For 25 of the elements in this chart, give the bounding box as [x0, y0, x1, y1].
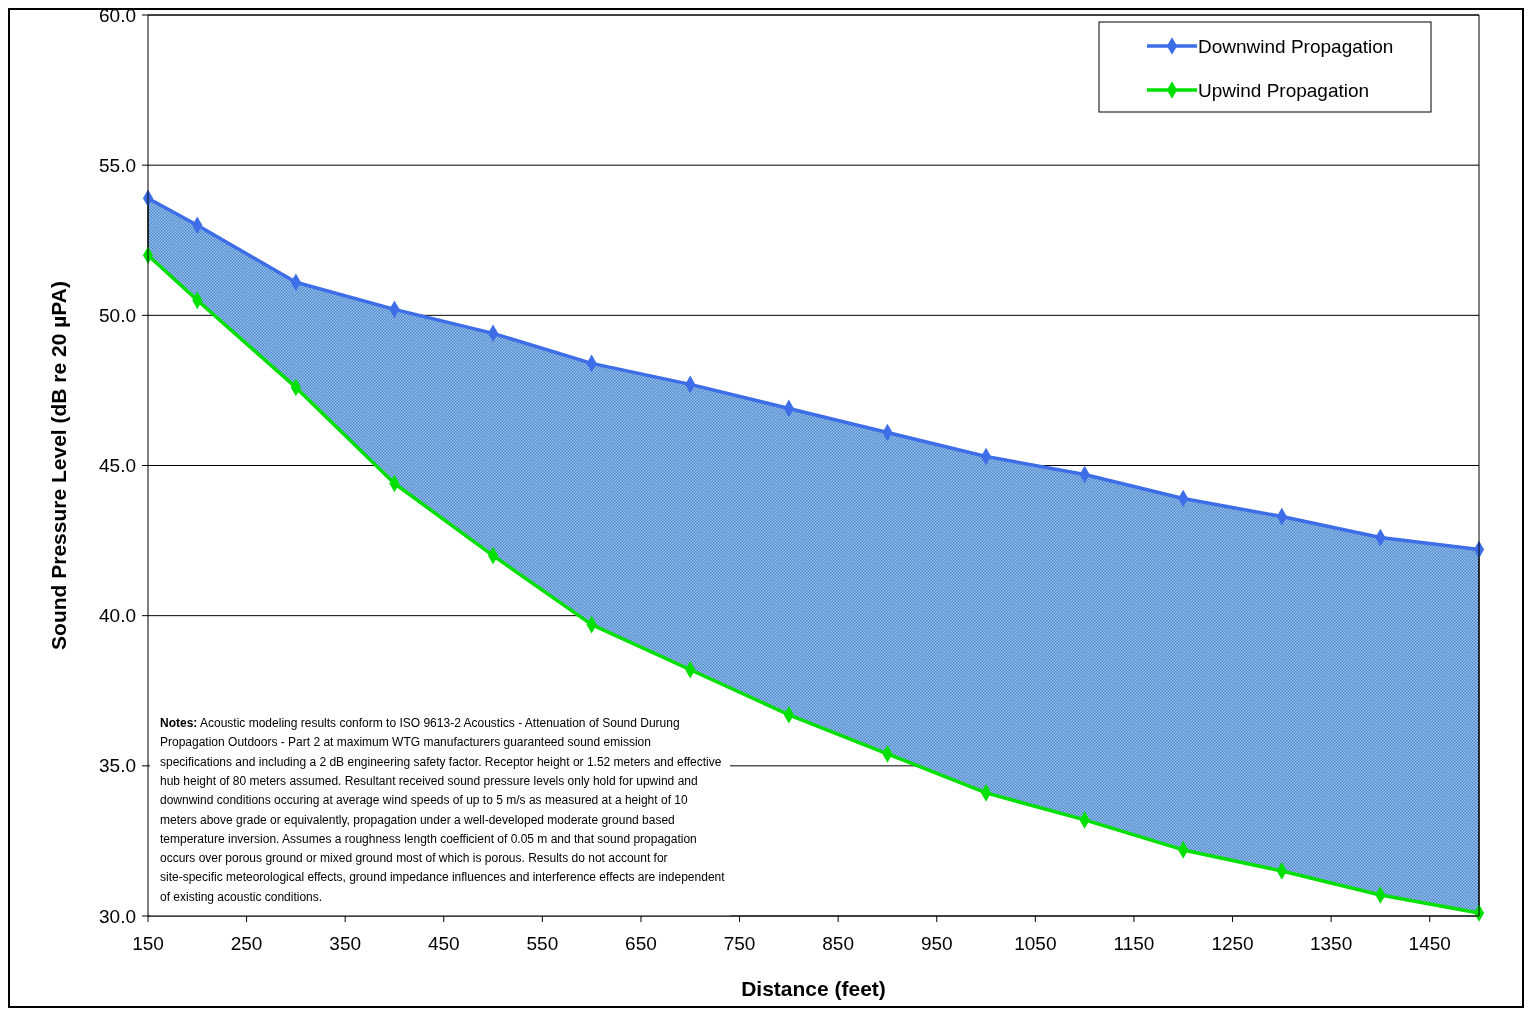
- y-axis-title: Sound Pressure Level (dB re 20 µPA): [47, 281, 70, 650]
- x-tick-label: 450: [427, 933, 460, 954]
- x-tick-label: 350: [329, 933, 362, 954]
- x-tick-label: 1450: [1408, 933, 1451, 954]
- x-axis-title: Distance (feet): [741, 977, 886, 1000]
- legend-label: Upwind Propagation: [1198, 79, 1370, 101]
- y-tick-label: 45.0: [99, 455, 136, 477]
- y-tick-label: 55.0: [99, 154, 136, 176]
- legend-label: Downwind Propagation: [1198, 35, 1394, 57]
- y-tick-label: 40.0: [99, 605, 136, 627]
- x-tick-label: 150: [132, 933, 164, 954]
- x-tick-label: 950: [920, 933, 953, 954]
- x-tick-label: 1350: [1309, 933, 1353, 954]
- text: Notes: Acoustic modeling results conform to ISO 9613-2 Acoustics - Attenuation of Sound Durung Propagation Outdoors - Part 2 at maximum WTG manufacturers guaranteed sound emission specifications and including a 2 dB engineering safety factor. Receptor height or 1.52 meters and effective hub height of 80 meters assumed. Resultant received sound pressure levels only hold for upwind and downwind conditions occuring at average wind speeds of up to 5 m/s as measured at a height of 10 meters above grade or equivalently, propagation under a well-developed moderate ground based temperature inversion. Assumes a roughness length coefficient of 0.05 m and that sound propagation occurs over porous ground or mixed ground most of which is porous. Results do not account for site-specific meteorological effects, ground impedance influences and interference effects are independent of existing acoustic conditions.: [160, 716, 725, 904]
- y-tick-label: 30.0: [99, 905, 136, 927]
- x-tick-label: 1150: [1113, 933, 1155, 954]
- x-tick-label: 1050: [1014, 933, 1057, 954]
- y-tick-label: 50.0: [99, 304, 136, 326]
- y-tick-label: 35.0: [99, 755, 136, 777]
- x-tick-label: 850: [822, 933, 854, 954]
- x-tick-label: 550: [526, 933, 559, 954]
- x-tick-label: 750: [723, 933, 756, 954]
- x-tick-label: 250: [230, 933, 263, 954]
- x-tick-label: 650: [625, 933, 657, 954]
- x-tick-label: 1250: [1211, 933, 1254, 954]
